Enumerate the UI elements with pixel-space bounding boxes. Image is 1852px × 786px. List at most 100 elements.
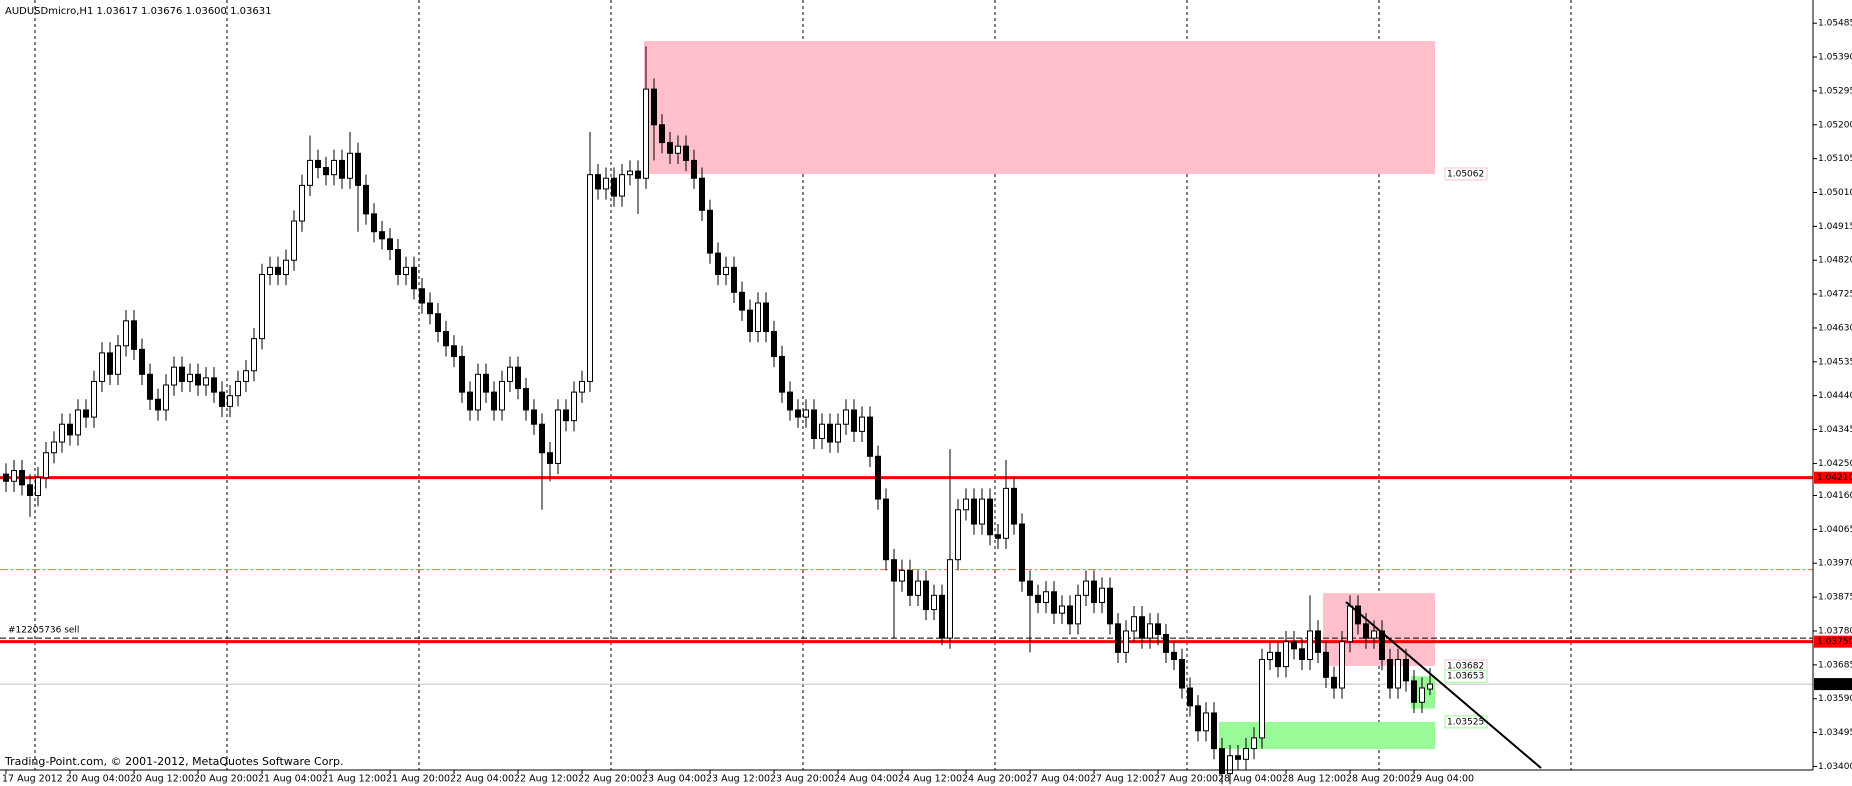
order-label: #12205736 sell	[8, 626, 79, 636]
y-tick-label: 1.04065	[1818, 525, 1852, 535]
candle-body	[979, 498, 985, 525]
candle-body	[1387, 658, 1393, 689]
candle-body	[1107, 587, 1113, 625]
candle-body	[579, 380, 585, 393]
candle-body	[91, 380, 97, 418]
candle-body	[1139, 616, 1145, 639]
y-tick-label: 1.03685	[1818, 660, 1852, 670]
candle-body	[475, 373, 481, 411]
candle-body	[435, 313, 441, 333]
candle-body	[771, 331, 777, 357]
candle-body	[739, 291, 745, 311]
y-tick-label: 1.03400	[1818, 762, 1852, 772]
x-tick-label: 23 Aug 12:00	[706, 774, 770, 785]
candle-body	[171, 366, 177, 386]
candle-body	[683, 145, 689, 161]
candle-body	[931, 594, 937, 611]
candle-body	[843, 409, 849, 425]
candle-body	[363, 184, 369, 215]
candle-body	[155, 398, 161, 411]
x-tick-label: 29 Aug 04:00	[1410, 774, 1474, 785]
footer: Trading-Point.com, © 2001-2012, MetaQuot…	[4, 755, 343, 768]
x-tick-label: 22 Aug 12:00	[514, 774, 578, 785]
candle-body	[915, 580, 921, 596]
candle-body	[955, 509, 961, 561]
x-tick-label: 20 Aug 20:00	[194, 774, 258, 785]
candle-body	[755, 302, 761, 333]
price-label-box	[1814, 678, 1852, 691]
candle-body	[347, 152, 353, 179]
candle-body	[1075, 594, 1081, 625]
candle-body	[395, 249, 401, 275]
y-tick-label: 1.03875	[1818, 593, 1852, 603]
candle-body	[411, 266, 417, 290]
candle-body	[659, 124, 665, 144]
candle-body	[499, 380, 505, 411]
x-tick-label: 24 Aug 20:00	[962, 774, 1026, 785]
zone-label: 1.05062	[1447, 169, 1484, 179]
candle-body	[835, 423, 841, 443]
candle-body	[355, 152, 361, 186]
candle-body	[115, 345, 121, 375]
candle-body	[963, 498, 969, 511]
candle-body	[1419, 687, 1425, 703]
candle-body	[947, 559, 953, 639]
candle-body	[523, 388, 529, 411]
y-tick-label: 1.04820	[1818, 256, 1852, 266]
candle-body	[691, 159, 697, 179]
candle-body	[819, 423, 825, 439]
candle-body	[763, 302, 769, 333]
candle-body	[467, 391, 473, 411]
candle-body	[923, 580, 929, 611]
candle-body	[251, 338, 257, 372]
y-tick-label: 1.04725	[1818, 290, 1852, 300]
candle-body	[275, 266, 281, 275]
level-layer: #12205736 sell	[0, 476, 1813, 685]
candle-body	[11, 470, 17, 482]
chart-title: AUDUSDmicro,H1 1.03617 1.03676 1.03600 1…	[5, 6, 271, 17]
candle-body	[971, 498, 977, 525]
candle-body	[515, 366, 521, 390]
candle-body	[1243, 748, 1249, 760]
candle-body	[387, 238, 393, 251]
candle-body	[123, 320, 129, 347]
candle-body	[547, 452, 553, 464]
candle-body	[179, 366, 185, 382]
candle-body	[1059, 605, 1065, 614]
x-tick-label: 21 Aug 04:00	[258, 774, 322, 785]
candle-body	[1307, 630, 1313, 660]
x-tick-label: 21 Aug 20:00	[386, 774, 450, 785]
zone-label: 1.03682	[1447, 661, 1484, 671]
y-tick-label: 1.04630	[1818, 323, 1852, 333]
x-tick-label: 27 Aug 20:00	[1154, 774, 1218, 785]
candle-body	[27, 484, 33, 497]
candle-body	[259, 273, 265, 340]
zone-label: 1.03653	[1447, 672, 1484, 682]
candle-body	[1347, 605, 1353, 643]
candle-body	[507, 366, 513, 382]
candle-body	[891, 559, 897, 582]
candle-body	[907, 569, 913, 596]
x-tick-label: 24 Aug 12:00	[898, 774, 962, 785]
trend-line	[1345, 601, 1542, 769]
price-label-box	[1814, 635, 1852, 648]
y-tick-label: 1.03495	[1818, 728, 1852, 738]
x-tick-label: 27 Aug 04:00	[1026, 774, 1090, 785]
y-tick-label: 1.05390	[1818, 53, 1852, 63]
x-tick-label: 22 Aug 04:00	[450, 774, 514, 785]
candle-body	[379, 231, 385, 240]
candle-body	[1043, 591, 1049, 603]
candle-body	[267, 266, 273, 275]
candle-body	[1371, 630, 1377, 639]
candle-body	[779, 355, 785, 393]
candle-body	[731, 266, 737, 293]
candle-body	[147, 373, 153, 400]
candle-body	[331, 159, 337, 176]
y-tick-label: 1.03970	[1818, 559, 1852, 569]
price-label: 1.04210	[1817, 473, 1852, 483]
candle-body	[427, 302, 433, 315]
candle-body	[1323, 651, 1329, 678]
candle-body	[643, 88, 649, 179]
candle-body	[99, 352, 105, 382]
